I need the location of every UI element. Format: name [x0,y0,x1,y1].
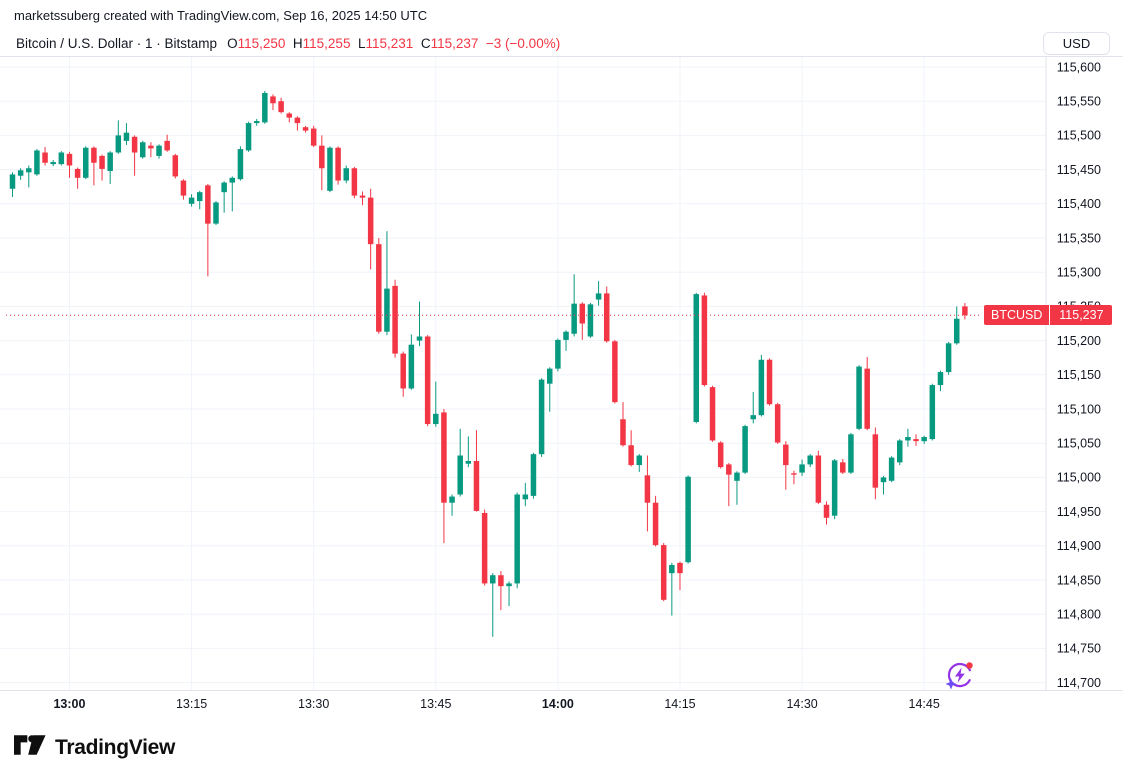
time-axis-label: 13:30 [298,697,330,711]
time-axis-label: 14:15 [664,697,696,711]
chart-header: Bitcoin / U.S. Dollar · 1 · Bitstamp O11… [0,30,1123,57]
svg-text:115,100: 115,100 [1057,402,1101,416]
high-label: H [292,35,303,51]
svg-text:115,550: 115,550 [1057,95,1101,109]
time-axis-label: 13:45 [420,697,452,711]
low-value: 115,231 [365,35,414,51]
ohlc-readout: O115,250 H115,255 L115,231 C115,237 −3 (… [227,36,560,51]
time-axis-label: 14:30 [786,697,818,711]
low-label: L [357,35,366,51]
chart-frame: Bitcoin / U.S. Dollar · 1 · Bitstamp O11… [0,30,1123,716]
time-axis-label: 14:00 [541,697,574,711]
svg-text:114,800: 114,800 [1057,608,1101,622]
ai-spark-icon[interactable] [943,658,977,692]
tradingview-logo[interactable]: TradingView [14,732,175,763]
svg-text:115,350: 115,350 [1057,231,1101,245]
attribution-text: marketssuberg created with TradingView.c… [14,8,428,23]
currency-unit-button[interactable]: USD [1043,32,1110,55]
svg-text:114,850: 114,850 [1057,573,1101,587]
svg-text:115,400: 115,400 [1057,197,1101,211]
svg-text:115,000: 115,000 [1057,471,1101,485]
svg-text:115,150: 115,150 [1057,368,1101,382]
svg-text:115,450: 115,450 [1057,163,1101,177]
svg-text:115,050: 115,050 [1057,437,1101,451]
change-value: −3 (−0.00%) [485,35,561,51]
close-label: C [420,35,431,51]
svg-text:115,200: 115,200 [1057,334,1101,348]
time-axis[interactable]: 13:00 13:15 13:30 13:45 14:00 14:15 14:30 14:45 [0,690,1123,716]
high-value: 115,255 [302,35,351,51]
plot-area: 115,600 115,550 115,500 115,450 115,400 115,3… [0,57,1123,690]
svg-text:114,900: 114,900 [1057,539,1101,553]
time-axis-label: 13:00 [53,697,86,711]
open-value: 115,250 [237,35,286,51]
close-value: 115,237 [430,35,479,51]
svg-text:115,300: 115,300 [1057,266,1101,280]
open-label: O [227,35,238,51]
svg-text:114,750: 114,750 [1057,642,1101,656]
tradingview-logo-text: TradingView [55,735,176,759]
tradingview-logo-icon [14,732,46,763]
candlestick-chart[interactable]: 115,600 115,550 115,500 115,450 115,400 115,3… [0,57,1123,690]
svg-text:115,250: 115,250 [1057,300,1101,314]
svg-text:114,700: 114,700 [1057,676,1101,690]
time-axis-label: 14:45 [908,697,940,711]
symbol-title[interactable]: Bitcoin / U.S. Dollar · 1 · Bitstamp [16,35,218,51]
time-axis-label: 13:15 [175,697,208,711]
svg-text:115,600: 115,600 [1057,60,1101,74]
svg-text:114,950: 114,950 [1057,505,1101,519]
svg-text:115,500: 115,500 [1057,129,1101,143]
